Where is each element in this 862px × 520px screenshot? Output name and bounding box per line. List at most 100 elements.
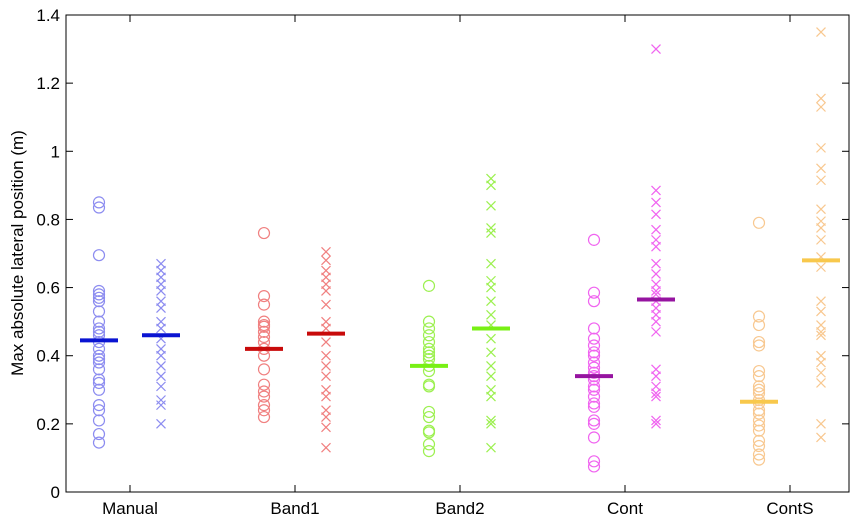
data-point-cross-conts: [816, 223, 826, 233]
data-point-circle-band2: [422, 426, 436, 439]
axes: 0 0.2 0.4 0.6 0.8 1 1.2 1.4 Manual Band1 Band2 Cont…: [36, 6, 850, 518]
data-point-circle-manual: [92, 427, 106, 441]
data-point-circle-manual: [92, 363, 106, 376]
data-point-cross-cont: [651, 241, 661, 252]
data-point-cross-conts: [816, 163, 826, 174]
data-point-cross-cont: [651, 224, 661, 235]
data-point-circle-band2: [422, 380, 436, 393]
data-point-circle-manual: [92, 284, 106, 298]
axes-frame: [65, 14, 850, 493]
data-point-circle-band2: [422, 346, 436, 359]
data-point-circle-cont: [587, 380, 601, 393]
data-point-cross-band2: [486, 415, 496, 426]
data-point-cross-cont: [651, 269, 661, 279]
data-point-cross-band1: [321, 286, 331, 296]
data-point-circle-cont: [587, 455, 601, 468]
data-point-circle-cont: [587, 383, 601, 396]
data-point-circle-band1: [257, 349, 271, 362]
data-point-circle-band2: [422, 410, 436, 424]
data-point-circle-cont: [587, 339, 601, 352]
data-point-circle-conts: [752, 339, 766, 352]
x-tick-label: Manual: [102, 499, 158, 518]
data-point-cross-conts: [816, 93, 826, 104]
data-point-circle-band1: [257, 320, 271, 333]
data-point-circle-band2: [422, 438, 436, 451]
y-tick-label: 1: [51, 142, 60, 161]
data-point-cross-band2: [486, 223, 496, 233]
data-point-circle-conts: [752, 318, 766, 332]
data-point-cross-band2: [486, 418, 496, 429]
data-point-circle-manual: [92, 315, 106, 328]
data-point-circle-band1: [257, 363, 271, 376]
x-tick-label: ContS: [766, 499, 813, 518]
data-point-circle-cont: [587, 366, 601, 379]
data-point-circle-conts: [752, 419, 766, 432]
data-point-cross-band1: [321, 442, 331, 453]
data-point-cross-conts: [816, 378, 826, 388]
x-tick-label: Band2: [435, 499, 484, 518]
data-point-circle-manual: [92, 376, 106, 390]
data-point-circle-band2: [422, 279, 436, 292]
data-point-cross-manual: [156, 418, 166, 429]
data-point-cross-band1: [321, 323, 331, 334]
data-point-circle-conts: [752, 364, 766, 378]
data-point-cross-cont: [651, 258, 661, 269]
data-point-circle-manual: [92, 201, 106, 214]
data-point-cross-band1: [321, 371, 331, 382]
data-point-cross-band2: [486, 228, 496, 238]
data-point-cross-band1: [321, 391, 331, 402]
data-point-cross-conts: [816, 432, 826, 443]
data-point-circle-conts: [752, 448, 766, 461]
data-point-cross-band2: [486, 282, 496, 293]
data-point-cross-band2: [486, 296, 496, 307]
data-point-cross-cont: [651, 418, 661, 429]
data-point-circle-manual: [92, 356, 106, 369]
data-point-circle-cont: [587, 431, 601, 444]
data-point-circle-manual: [92, 349, 106, 362]
data-point-cross-conts: [816, 367, 826, 378]
data-point-cross-cont: [651, 371, 661, 382]
x-tick-label: Cont: [607, 499, 643, 518]
data-point-circle-band1: [257, 298, 271, 311]
data-point-circle-conts: [752, 216, 766, 229]
data-point-circle-band2: [422, 342, 436, 355]
data-point-cross-conts: [816, 330, 826, 341]
data-point-cross-band2: [486, 200, 496, 211]
data-point-circle-manual: [92, 383, 106, 396]
data-point-circle-band2: [422, 445, 436, 458]
data-point-circle-conts: [752, 380, 766, 393]
data-point-circle-cont: [587, 295, 601, 308]
data-point-cross-cont: [651, 415, 661, 426]
y-tick-label: 0.2: [36, 415, 60, 434]
data-point-cross-conts: [816, 102, 826, 112]
data-point-circle-conts: [752, 439, 766, 453]
data-point-circle-band1: [257, 325, 271, 338]
data-point-circle-manual: [92, 288, 106, 301]
data-point-cross-conts: [816, 296, 826, 307]
data-point-circle-conts: [752, 335, 766, 349]
data-point-cross-band2: [486, 361, 496, 371]
data-point-cross-band1: [321, 299, 331, 310]
data-point-circle-band2: [422, 349, 436, 362]
data-point-cross-band1: [321, 412, 331, 422]
data-point-cross-band1: [321, 337, 331, 348]
data-point-cross-cont: [651, 286, 661, 296]
data-point-cross-cont: [651, 197, 661, 208]
data-point-circle-manual: [92, 373, 106, 386]
data-point-cross-band1: [321, 350, 331, 361]
data-point-circle-manual: [92, 325, 106, 338]
data-point-circle-band1: [257, 226, 271, 240]
data-point-circle-cont: [587, 390, 601, 403]
data-point-circle-band1: [257, 399, 271, 412]
data-point-cross-band2: [486, 180, 496, 191]
y-tick-label: 1.4: [36, 6, 60, 25]
data-point-cross-manual: [156, 395, 166, 405]
data-point-cross-conts: [816, 326, 826, 337]
data-point-cross-manual: [156, 361, 166, 371]
data-point-circle-band1: [257, 404, 271, 417]
data-point-circle-conts: [752, 414, 766, 427]
data-point-circle-cont: [587, 322, 601, 335]
data-point-circle-band2: [422, 329, 436, 342]
data-point-circle-conts: [752, 383, 766, 396]
